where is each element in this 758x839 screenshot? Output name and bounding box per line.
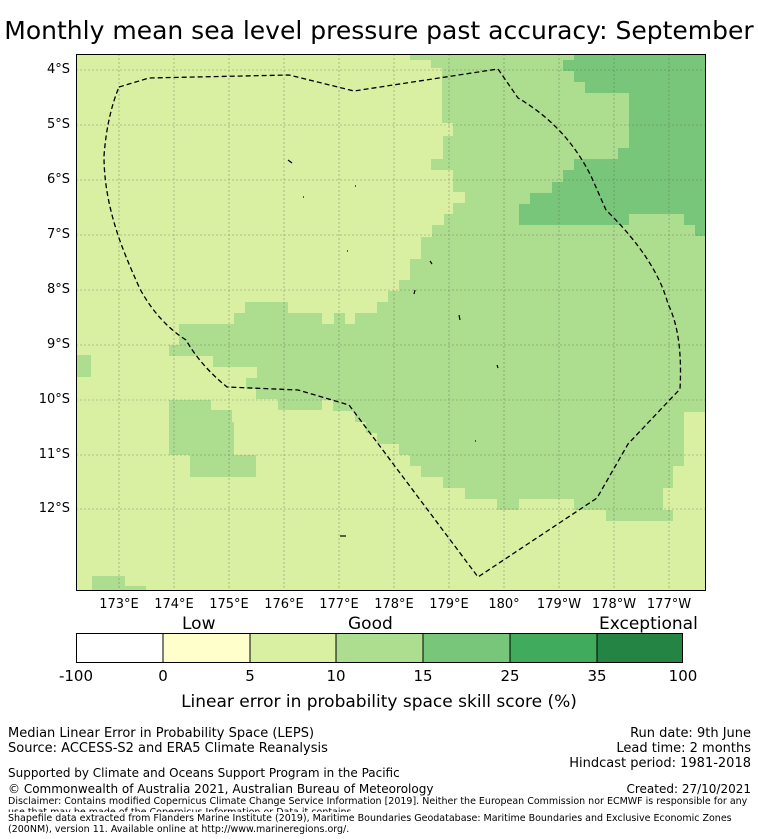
lat-label: 10°S: [38, 392, 70, 407]
colorbar-swatch: [76, 633, 163, 663]
lon-label: 178°W: [591, 597, 637, 612]
colorbar-category: Exceptional: [599, 614, 698, 634]
created-date: Created: 27/10/2021: [626, 782, 751, 796]
lat-label: 11°S: [38, 447, 70, 462]
lon-label: 173°E: [99, 597, 139, 612]
colorbar-tick: 25: [500, 667, 520, 685]
lon-label: 176°E: [264, 597, 304, 612]
colorbar-swatch: [250, 633, 336, 663]
lon-label: 179°E: [429, 597, 469, 612]
colorbar-tick: 10: [326, 667, 346, 685]
disclaimer-text: Disclaimer: Contains modified Copernicus…: [8, 796, 748, 812]
lon-label: 179°W: [536, 597, 582, 612]
copyright-text: © Commonwealth of Australia 2021, Austra…: [8, 782, 434, 796]
map-title: Monthly mean sea level pressure past acc…: [4, 16, 754, 45]
lat-label: 12°S: [38, 501, 70, 516]
lat-label: 5°S: [46, 117, 70, 132]
method-text: Median Linear Error in Probability Space…: [8, 726, 315, 741]
lon-label: 180°: [488, 597, 520, 612]
colorbar-tick: 35: [587, 667, 607, 685]
island-coastlines: [287, 159, 499, 537]
colorbar: [76, 633, 683, 663]
colorbar-tick: 100: [668, 667, 698, 685]
hindcast-period: Hindcast period: 1981-2018: [569, 756, 751, 771]
colorbar-swatch: [597, 633, 683, 663]
lon-label: 174°E: [154, 597, 194, 612]
skill-region-verygood: [519, 54, 706, 236]
source-text: Source: ACCESS-S2 and ERA5 Climate Reana…: [8, 741, 328, 756]
colorbar-swatch: [423, 633, 510, 663]
lead-time: Lead time: 2 months: [616, 741, 751, 756]
lon-label: 178°E: [374, 597, 414, 612]
lat-label: 7°S: [46, 227, 70, 242]
colorbar-tick: 0: [158, 667, 168, 685]
colorbar-tick: -100: [58, 667, 94, 685]
colorbar-swatch: [510, 633, 597, 663]
lon-label: 177°E: [319, 597, 359, 612]
colorbar-swatch: [163, 633, 250, 663]
colorbar-category: Low: [182, 614, 216, 634]
map-frame: [76, 54, 706, 591]
skill-region-good-island: [169, 400, 256, 477]
map-gridlines: [76, 54, 706, 591]
colorbar-title: Linear error in probability space skill …: [181, 692, 577, 712]
lat-label: 4°S: [46, 62, 70, 77]
colorbar-tick: 15: [413, 667, 433, 685]
skill-map: [76, 54, 706, 591]
shapefile-credit: Shapefile data extracted from Flanders M…: [8, 813, 732, 835]
lon-label: 177°W: [646, 597, 692, 612]
colorbar-category: Good: [348, 614, 393, 634]
lat-label: 8°S: [46, 282, 70, 297]
support-text: Supported by Climate and Oceans Support …: [8, 766, 400, 780]
colorbar-swatch: [336, 633, 423, 663]
skill-region-good-left: [76, 355, 91, 377]
run-date: Run date: 9th June: [630, 726, 751, 741]
lon-label: 175°E: [209, 597, 249, 612]
lat-label: 9°S: [46, 337, 70, 352]
colorbar-tick: 5: [245, 667, 255, 685]
lat-label: 6°S: [46, 172, 70, 187]
